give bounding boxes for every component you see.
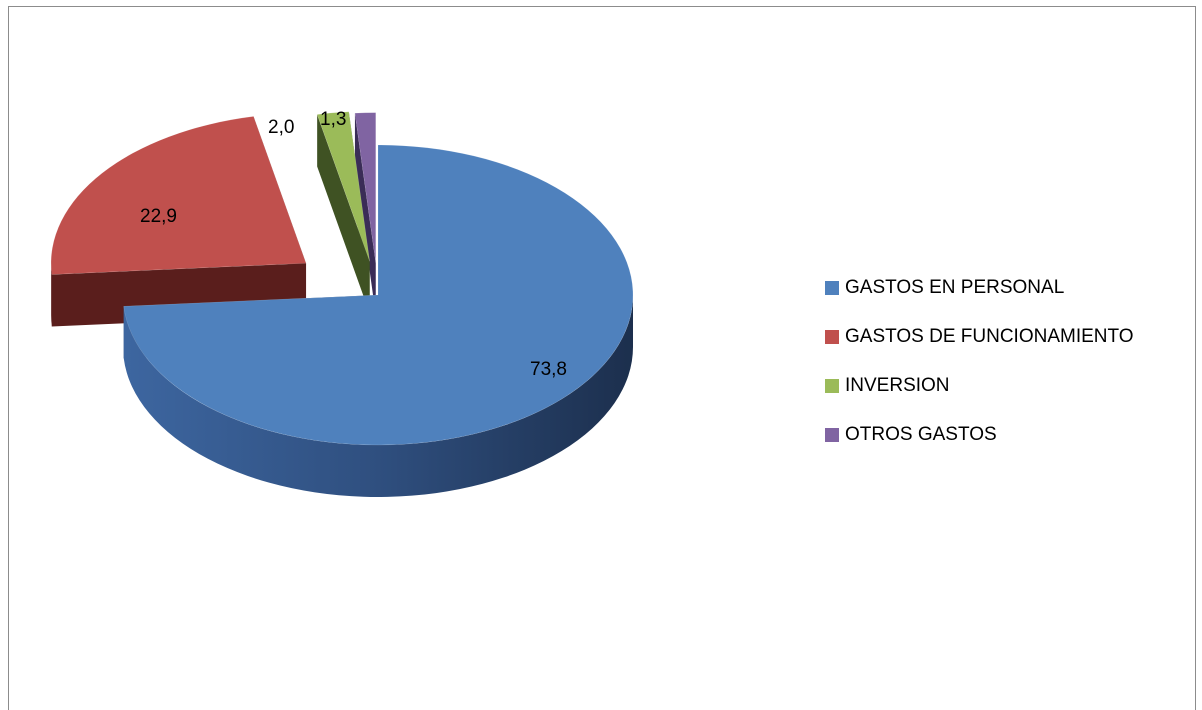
legend-swatch	[825, 379, 839, 393]
legend-label: INVERSION	[845, 375, 950, 396]
legend-label: OTROS GASTOS	[845, 424, 997, 445]
slice-face-otros-gastos-0	[354, 113, 376, 315]
slice-side-gastos-en-personal	[123, 295, 633, 498]
slice-gastos-en-personal	[123, 144, 634, 446]
legend-item-gastos-en-personal: GASTOS EN PERSONAL	[825, 276, 1134, 300]
legend-label: GASTOS DE FUNCIONAMIENTO	[845, 326, 1134, 347]
legend-swatch	[825, 428, 839, 442]
legend-swatch	[825, 281, 839, 295]
data-label-gastos-de-funcionamiento: 22,9	[140, 206, 177, 227]
slice-side-gastos-de-funcionamiento	[51, 263, 52, 327]
data-label-gastos-en-personal: 73,8	[530, 359, 567, 380]
slice-face-inversion-0	[317, 114, 370, 314]
slice-inversion	[316, 111, 370, 262]
legend: GASTOS EN PERSONAL GASTOS DE FUNCIONAMIE…	[825, 276, 1134, 472]
data-label-inversion: 2,0	[268, 117, 294, 138]
slice-gastos-de-funcionamiento	[50, 116, 307, 275]
legend-item-inversion: INVERSION	[825, 374, 1134, 398]
legend-item-otros-gastos: OTROS GASTOS	[825, 423, 1134, 447]
legend-swatch	[825, 330, 839, 344]
legend-item-gastos-de-funcionamiento: GASTOS DE FUNCIONAMIENTO	[825, 325, 1134, 349]
legend-label: GASTOS EN PERSONAL	[845, 277, 1065, 298]
slice-otros-gastos	[354, 112, 377, 263]
data-label-otros-gastos: 1,3	[320, 109, 346, 130]
